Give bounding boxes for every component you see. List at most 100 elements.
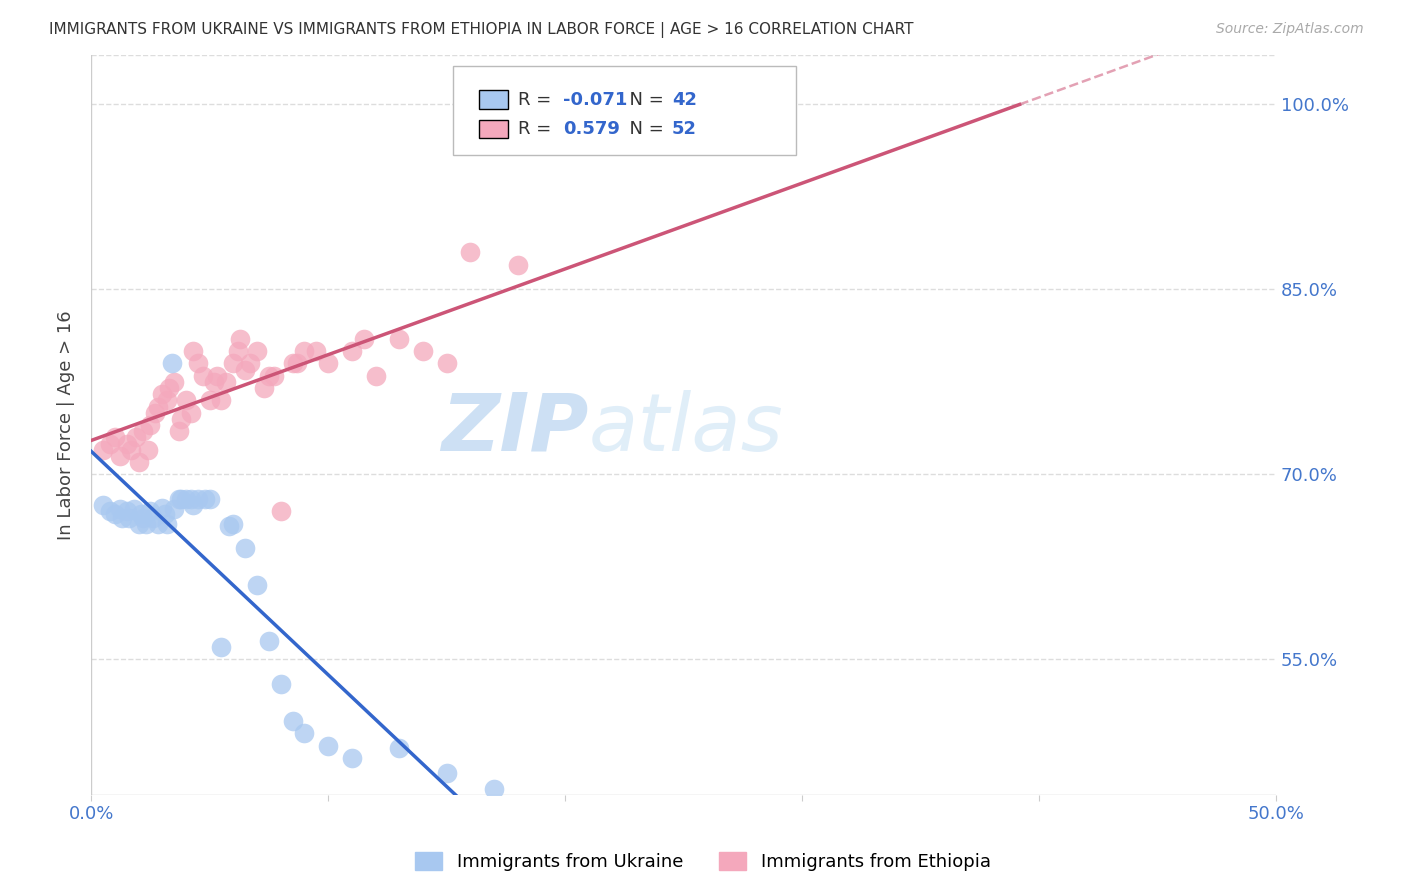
Point (316, 739, 339, 753)
Point (364, 368, 387, 383)
Point (163, 375, 186, 389)
Point (198, 492, 221, 507)
Point (281, 356, 304, 370)
Point (239, 356, 262, 370)
Text: 52: 52 (672, 120, 697, 138)
Point (263, 368, 285, 383)
Point (340, 751, 363, 765)
Point (388, 332, 411, 346)
Point (156, 516, 179, 531)
Point (294, 726, 316, 740)
Point (136, 442, 159, 457)
Point (115, 436, 138, 450)
Point (233, 541, 256, 556)
Point (246, 344, 269, 359)
Point (412, 344, 434, 359)
Text: N =: N = (619, 120, 669, 138)
Point (104, 430, 127, 444)
Point (218, 519, 240, 533)
Text: ZIP: ZIP (441, 390, 589, 467)
Text: IMMIGRANTS FROM UKRAINE VS IMMIGRANTS FROM ETHIOPIA IN LABOR FORCE | AGE > 16 CO: IMMIGRANTS FROM UKRAINE VS IMMIGRANTS FR… (49, 22, 914, 38)
Point (233, 362, 256, 376)
Point (150, 500, 173, 515)
Point (257, 634, 280, 648)
Point (270, 504, 292, 518)
Point (436, 356, 458, 370)
Point (156, 393, 179, 408)
Point (482, 781, 505, 796)
Text: N =: N = (619, 90, 669, 109)
Point (157, 381, 180, 395)
Point (120, 442, 142, 457)
FancyBboxPatch shape (453, 66, 796, 155)
Point (91, 442, 114, 457)
Point (229, 332, 252, 346)
Point (285, 356, 308, 370)
Point (506, 258, 529, 272)
Point (170, 492, 193, 507)
Point (132, 424, 155, 438)
Point (143, 406, 166, 420)
Text: -0.071: -0.071 (562, 90, 627, 109)
Point (305, 344, 328, 359)
Text: Source: ZipAtlas.com: Source: ZipAtlas.com (1216, 22, 1364, 37)
Point (174, 393, 197, 408)
Point (125, 430, 148, 444)
Point (205, 368, 228, 383)
Point (187, 356, 209, 370)
Y-axis label: In Labor Force | Age > 16: In Labor Force | Age > 16 (58, 310, 75, 540)
Point (353, 332, 375, 346)
Point (270, 677, 292, 691)
Point (139, 418, 162, 433)
Point (436, 765, 458, 780)
Point (180, 406, 202, 420)
Point (222, 356, 245, 370)
Point (316, 356, 339, 370)
Point (170, 412, 193, 426)
Point (128, 455, 150, 469)
Point (160, 356, 183, 370)
Point (108, 449, 131, 463)
Point (294, 344, 316, 359)
Point (181, 498, 204, 512)
Point (98, 504, 121, 518)
Point (174, 492, 197, 507)
Point (253, 381, 276, 395)
Point (180, 492, 202, 507)
Point (128, 516, 150, 531)
Point (340, 344, 363, 359)
Point (194, 492, 217, 507)
Point (118, 510, 141, 524)
Point (211, 393, 233, 408)
Point (257, 368, 280, 383)
FancyBboxPatch shape (478, 120, 508, 138)
Point (163, 502, 186, 516)
Point (122, 502, 145, 516)
Point (98, 436, 121, 450)
Point (108, 502, 131, 516)
Point (91, 498, 114, 512)
Point (281, 714, 304, 728)
Point (104, 507, 127, 521)
Text: R =: R = (517, 120, 562, 138)
Point (198, 393, 221, 408)
Point (167, 492, 190, 507)
Point (139, 504, 162, 518)
Point (187, 492, 209, 507)
Text: 42: 42 (672, 90, 697, 109)
Text: R =: R = (517, 90, 557, 109)
Point (111, 510, 134, 524)
Point (191, 368, 214, 383)
Point (146, 516, 169, 531)
Point (115, 504, 138, 518)
Point (132, 510, 155, 524)
Point (388, 741, 411, 756)
Point (222, 516, 245, 531)
Legend: Immigrants from Ukraine, Immigrants from Ethiopia: Immigrants from Ukraine, Immigrants from… (408, 845, 998, 879)
Text: atlas: atlas (589, 390, 783, 467)
Point (458, 245, 481, 260)
Point (246, 578, 269, 592)
Point (153, 507, 176, 521)
Point (211, 640, 233, 654)
Point (129, 507, 152, 521)
